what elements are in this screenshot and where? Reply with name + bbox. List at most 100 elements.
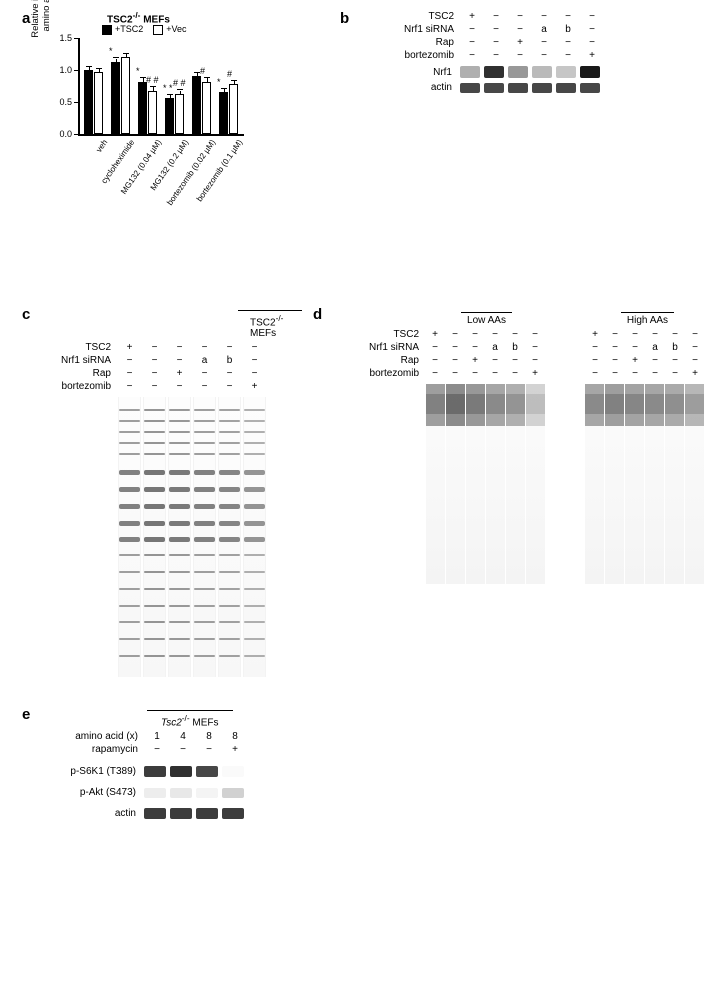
gel-band [144,470,165,475]
treatment-cell: + [425,328,445,341]
treatment-cell: − [625,367,645,380]
panel-d-gel-high [585,384,704,584]
treatment-label: bortezomib [395,49,460,62]
treatment-cell: − [196,743,222,756]
panel-d-gel-low [426,384,545,584]
gel-band [169,453,190,455]
gel-band [244,655,265,657]
treatment-cell: − [580,36,604,49]
treatment-cell: + [580,49,604,62]
treatment-cell: − [605,354,625,367]
gel-band [194,638,215,640]
treatment-cell: − [117,367,142,380]
treatment-cell: − [625,328,645,341]
panel-e-blots: p-S6K1 (T389) p-Akt (S473) actin [22,766,302,819]
gel-band [194,431,215,433]
treatment-label: Nrf1 siRNA [360,341,425,354]
gel-band [194,621,215,623]
gel-band [244,537,265,542]
bar [175,94,184,134]
treatment-cell: 4 [170,730,196,743]
error-bar [116,59,117,62]
treatment-row: TSC2+−−−−− [360,328,545,341]
blot-lanes [460,83,600,93]
gel-lane [466,384,485,584]
treatment-row: Rap−−+−−− [395,36,645,49]
error-bar-cap [96,68,102,69]
panel-b: b TSC2+−−−−−Nrf1 siRNA−−−ab−Rap−−+−−−bor… [355,10,645,93]
gel-lane [243,397,266,677]
western-band [460,66,480,78]
gel-lane [218,397,241,677]
treatment-cell: − [525,354,545,367]
significance-marker: * [217,77,221,87]
gel-lane [506,384,525,584]
treatment-cell: a [532,23,556,36]
treatment-cell: − [505,367,525,380]
gel-band [219,453,240,455]
gel-band [119,487,140,492]
gel-band [685,424,704,426]
panel-b-label: b [340,10,349,27]
gel-band [244,420,265,422]
gel-band [169,504,190,509]
gel-band [244,487,265,492]
treatment-cell: − [685,341,705,354]
gel-band [219,621,240,623]
treatment-row: −−−ab− [585,341,705,354]
gel-band [169,605,190,607]
error-bar-cap [231,80,237,81]
gel-band [194,453,215,455]
gel-band [119,409,140,411]
treatment-cell: − [556,36,580,49]
gel-band [244,431,265,433]
treatment-row: −−+−−− [585,354,705,367]
treatment-cell: − [242,341,267,354]
treatment-cell: − [585,354,605,367]
gel-band [194,470,215,475]
panel-b-treatment-table: TSC2+−−−−−Nrf1 siRNA−−−ab−Rap−−+−−−borte… [395,10,645,62]
gel-lane [168,397,191,677]
treatment-cell: − [117,354,142,367]
treatment-cell: − [532,49,556,62]
western-band [460,83,480,93]
gel-band [119,571,140,573]
panel-e-treatment-table: amino acid (x)1488rapamycin−−−+ [62,730,302,756]
treatment-cell: + [508,36,532,49]
gel-band [219,521,240,526]
treatment-row: Nrf1 siRNA−−−ab− [395,23,645,36]
gel-band [144,571,165,573]
gel-lane [665,384,684,584]
treatment-cell: − [167,354,192,367]
panel-c-label: c [22,306,30,323]
treatment-row: TSC2+−−−−− [52,341,302,354]
significance-marker: # [227,69,232,79]
treatment-label: bortezomib [52,380,117,393]
panel-c-gel [118,397,302,677]
western-band [556,83,576,93]
gel-band [219,420,240,422]
western-band [222,766,244,777]
gel-band [244,588,265,590]
gel-lane [426,384,445,584]
gel-band [144,621,165,623]
gel-band [244,621,265,623]
gel-band [194,504,215,509]
western-band [196,808,218,819]
blot-label: p-Akt (S473) [22,787,144,798]
gel-band [244,554,265,556]
treatment-cell: − [425,367,445,380]
gel-band [144,453,165,455]
treatment-cell: − [505,328,525,341]
treatment-cell: − [525,328,545,341]
blot-row: Nrf1 [355,66,645,78]
gel-band [119,442,140,444]
panel-e-title: Tsc2-/- MEFs [147,710,233,728]
treatment-cell: − [685,354,705,367]
treatment-cell: − [445,354,465,367]
gel-band [219,554,240,556]
gel-band [169,621,190,623]
gel-band [526,424,545,426]
gel-band [244,605,265,607]
treatment-cell: − [445,341,465,354]
